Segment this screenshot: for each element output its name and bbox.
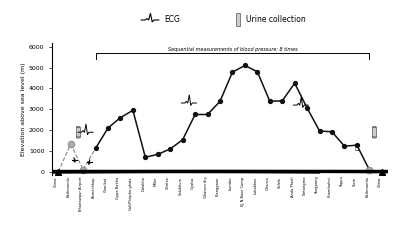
Text: 🚜: 🚜 <box>355 144 359 150</box>
Bar <box>372 127 376 138</box>
Ellipse shape <box>76 126 80 128</box>
Text: Sequential measurements of blood pressure: 8 times: Sequential measurements of blood pressur… <box>168 47 297 52</box>
Text: Urine collection: Urine collection <box>246 16 306 24</box>
Ellipse shape <box>372 126 376 128</box>
Ellipse shape <box>372 137 376 138</box>
Circle shape <box>63 170 400 172</box>
Circle shape <box>0 170 364 172</box>
Y-axis label: Elevation above sea level (m): Elevation above sea level (m) <box>21 62 26 156</box>
Ellipse shape <box>76 137 80 138</box>
Text: ECG: ECG <box>164 16 180 24</box>
Circle shape <box>0 170 400 172</box>
Bar <box>76 127 80 138</box>
